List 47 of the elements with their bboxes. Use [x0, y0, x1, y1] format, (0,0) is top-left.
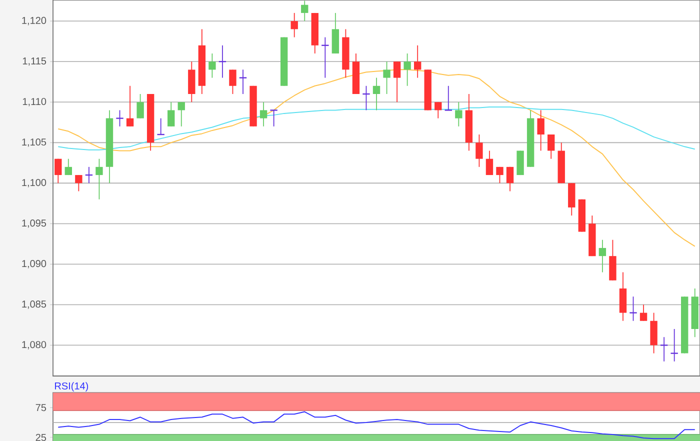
y-tick-label: 1,085	[22, 300, 46, 309]
candlestick	[404, 53, 411, 86]
candlestick	[54, 158, 62, 184]
candlestick	[537, 110, 544, 152]
candlestick	[178, 102, 185, 127]
candlestick	[496, 166, 504, 184]
candlestick	[629, 296, 638, 322]
y-tick-label: 1,115	[22, 57, 46, 66]
candlestick	[229, 69, 236, 94]
y-tick-label: 75	[36, 404, 46, 412]
candlestick	[208, 53, 216, 78]
y-tick-label: 1,120	[22, 16, 46, 26]
y-tick-label: 1,105	[22, 138, 46, 147]
candlestick	[455, 102, 462, 127]
candlestick	[96, 158, 103, 200]
candlestick	[238, 69, 248, 94]
candlestick	[434, 102, 442, 119]
candlestick	[290, 12, 298, 38]
candlestick	[670, 328, 679, 362]
candlestick	[393, 61, 401, 103]
candlestick	[372, 77, 380, 111]
y-tick-label: 1,080	[22, 341, 46, 350]
candlestick	[136, 94, 144, 119]
y-tick-label: 1,110	[22, 98, 46, 106]
candlestick	[270, 110, 278, 127]
candlestick	[414, 44, 422, 78]
candlestick	[64, 158, 72, 176]
candlestick	[476, 134, 483, 168]
candlestick	[640, 304, 648, 322]
candlestick	[383, 61, 390, 94]
candlestick	[444, 85, 453, 111]
candlestick	[301, 0, 308, 22]
y-tick-label: 25	[36, 434, 46, 441]
candlestick	[116, 110, 124, 127]
candlestick	[168, 102, 175, 127]
candlestick	[506, 166, 514, 192]
y-tick-label: 1,090	[22, 260, 46, 268]
candlestick	[75, 174, 82, 192]
text: RSI(14)	[55, 382, 88, 392]
candlestick	[660, 336, 668, 362]
candlestick	[548, 134, 555, 160]
candlestick	[126, 85, 134, 127]
y-tick-label: 1,095	[22, 220, 46, 228]
candlestick	[598, 239, 606, 273]
candlestick	[486, 150, 494, 176]
candlestick	[260, 102, 268, 127]
y-tick-label: 1,100	[22, 179, 46, 188]
